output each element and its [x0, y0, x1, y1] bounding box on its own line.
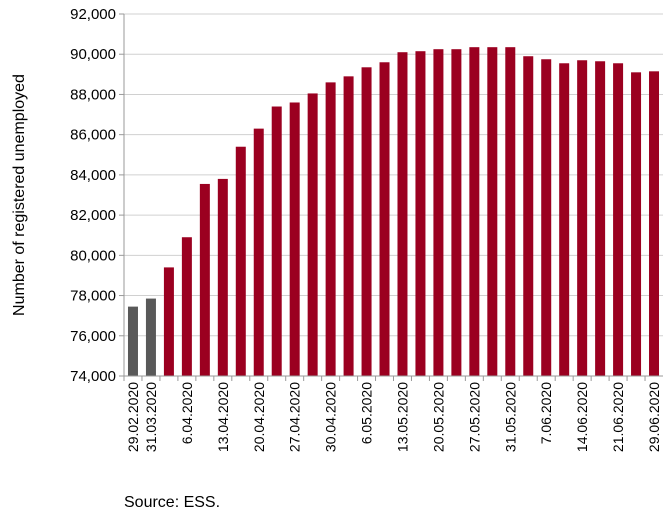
- bar: [541, 59, 552, 376]
- axes: [119, 13, 663, 381]
- bar: [199, 183, 210, 376]
- bar: [163, 267, 174, 376]
- y-tick-label: 84,000: [70, 167, 116, 184]
- bar: [145, 298, 156, 376]
- x-tick-label: 21.06.2020: [610, 382, 626, 452]
- bar: [487, 47, 498, 376]
- x-tick-label: 31.05.2020: [502, 382, 518, 452]
- y-tick-labels: 74,000 76,000 78,000 80,000 82,000 84,000 86,0…: [70, 6, 116, 385]
- bar: [343, 76, 354, 376]
- bar: [577, 60, 588, 376]
- bar: [649, 71, 660, 377]
- bar: [505, 47, 516, 376]
- bar: [307, 93, 318, 376]
- bar: [181, 237, 192, 376]
- gridlines: [124, 13, 663, 377]
- x-tick-label: 29.02.2020: [125, 382, 141, 452]
- y-tick-label: 78,000: [70, 288, 116, 305]
- bar: [361, 67, 372, 377]
- x-tick-label: 6.05.2020: [359, 382, 375, 444]
- bar: [127, 306, 138, 376]
- x-tick-label: 13.05.2020: [394, 382, 410, 452]
- bars: [127, 47, 660, 377]
- bar: [325, 82, 336, 376]
- x-tick-label: 27.04.2020: [287, 382, 303, 452]
- x-tick-label: 29.06.2020: [646, 382, 662, 452]
- y-tick-label: 74,000: [70, 368, 116, 385]
- x-tick-label: 31.03.2020: [143, 382, 159, 452]
- bar: [289, 102, 300, 376]
- bar: [523, 56, 534, 376]
- x-tick-label: 27.05.2020: [466, 382, 482, 452]
- bar: [451, 49, 462, 376]
- bar: [559, 63, 570, 377]
- y-tick-label: 80,000: [70, 247, 116, 264]
- bar: [235, 146, 246, 376]
- x-tick-label: 7.06.2020: [538, 382, 554, 444]
- x-tick-label: 14.06.2020: [574, 382, 590, 452]
- source-note: Source: ESS.: [124, 494, 221, 511]
- y-tick-label: 76,000: [70, 328, 116, 345]
- x-tick-labels: 29.02.2020 31.03.2020 6.04.2020 13.04.2020 2…: [125, 382, 662, 452]
- x-tick-label: 13.04.2020: [215, 382, 231, 452]
- y-tick-label: 88,000: [70, 86, 116, 103]
- bar: [271, 106, 282, 376]
- x-tick-label: 20.05.2020: [430, 382, 446, 452]
- y-tick-label: 86,000: [70, 127, 116, 144]
- bar: [613, 63, 624, 377]
- y-tick-label: 90,000: [70, 46, 116, 63]
- bar: [433, 49, 444, 376]
- bar: [397, 52, 408, 376]
- y-tick-label: 82,000: [70, 207, 116, 224]
- y-axis-label: Number of registered unemployed: [11, 74, 28, 316]
- bar: [253, 128, 264, 376]
- bar: [379, 62, 390, 377]
- bar: [415, 51, 426, 376]
- x-tick-label: 30.04.2020: [323, 382, 339, 452]
- y-tick-label: 92,000: [70, 6, 116, 23]
- bar: [469, 47, 480, 376]
- bar: [217, 178, 228, 376]
- bar: [631, 72, 642, 377]
- bar: [595, 61, 606, 377]
- x-tick-label: 20.04.2020: [251, 382, 267, 452]
- x-tick-label: 6.04.2020: [179, 382, 195, 444]
